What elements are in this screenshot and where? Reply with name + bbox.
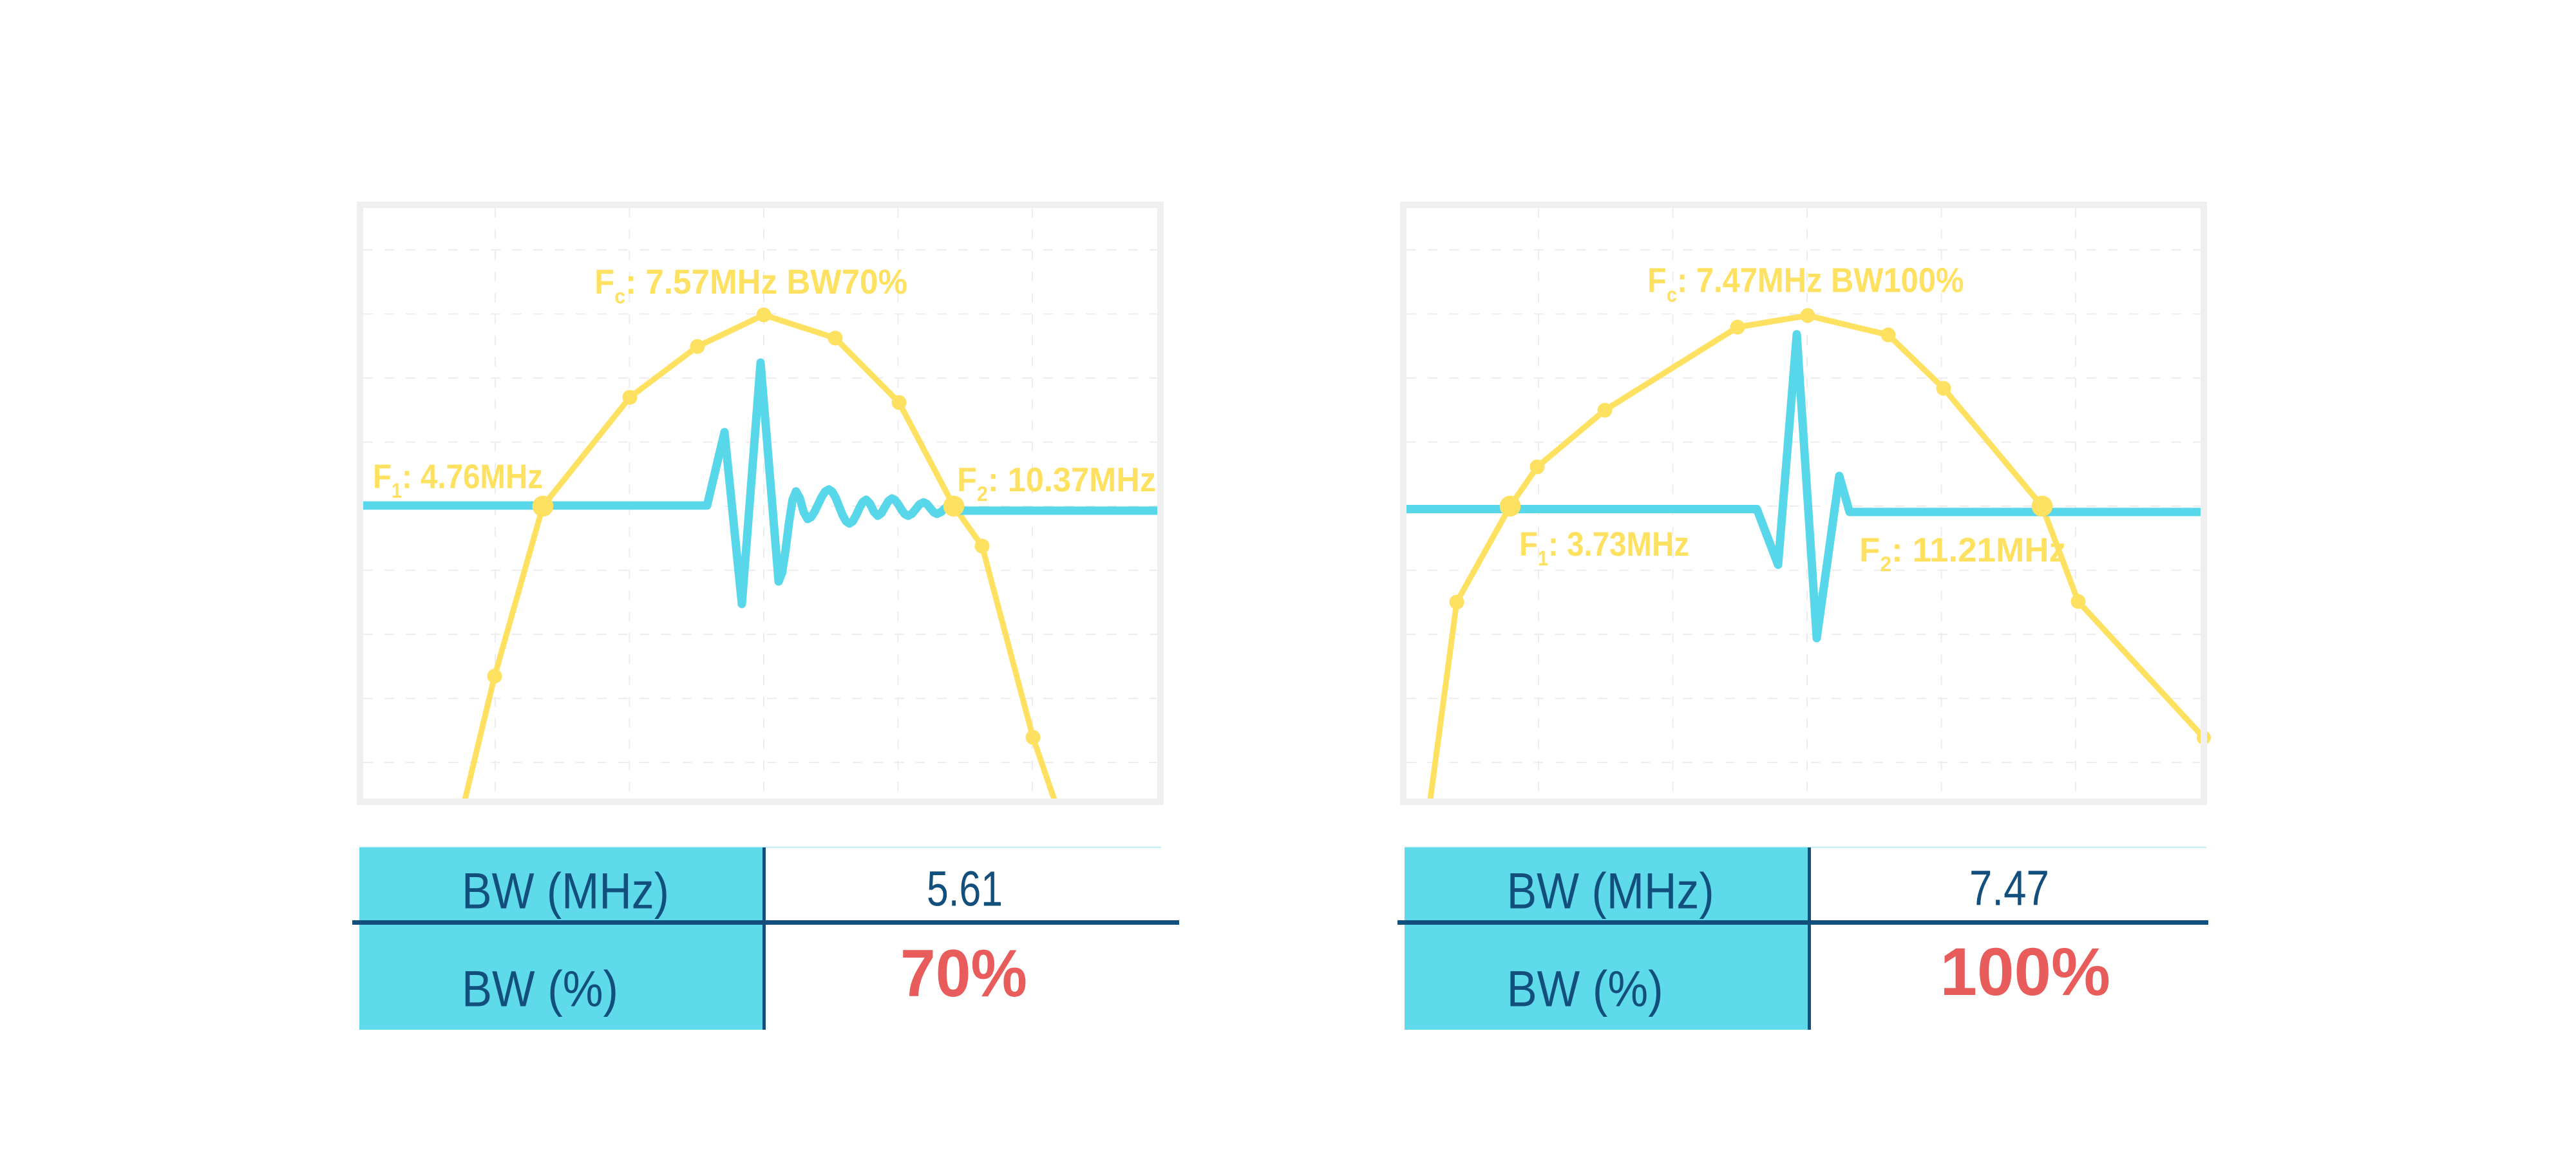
svg-text:7.47: 7.47 xyxy=(1969,861,2049,916)
svg-text:70%: 70% xyxy=(900,936,1027,1011)
svg-text:BW (%): BW (%) xyxy=(1507,960,1663,1017)
svg-text:Fc: 7.57MHz BW70%: Fc: 7.57MHz BW70% xyxy=(594,263,907,308)
svg-text:F1: 4.76MHz: F1: 4.76MHz xyxy=(373,458,543,502)
svg-text:F2: 11.21MHz: F2: 11.21MHz xyxy=(1859,531,2066,576)
svg-text:F2: 10.37MHz: F2: 10.37MHz xyxy=(957,461,1156,506)
svg-text:Fc: 7.47MHz BW100%: Fc: 7.47MHz BW100% xyxy=(1647,261,1964,306)
svg-text:BW (MHz): BW (MHz) xyxy=(1507,862,1714,920)
svg-text:BW (MHz): BW (MHz) xyxy=(462,862,669,920)
svg-text:BW (%): BW (%) xyxy=(462,960,618,1017)
svg-text:5.61: 5.61 xyxy=(927,862,1003,917)
svg-text:F1: 3.73MHz: F1: 3.73MHz xyxy=(1519,525,1689,570)
svg-text:100%: 100% xyxy=(1940,934,2111,1010)
